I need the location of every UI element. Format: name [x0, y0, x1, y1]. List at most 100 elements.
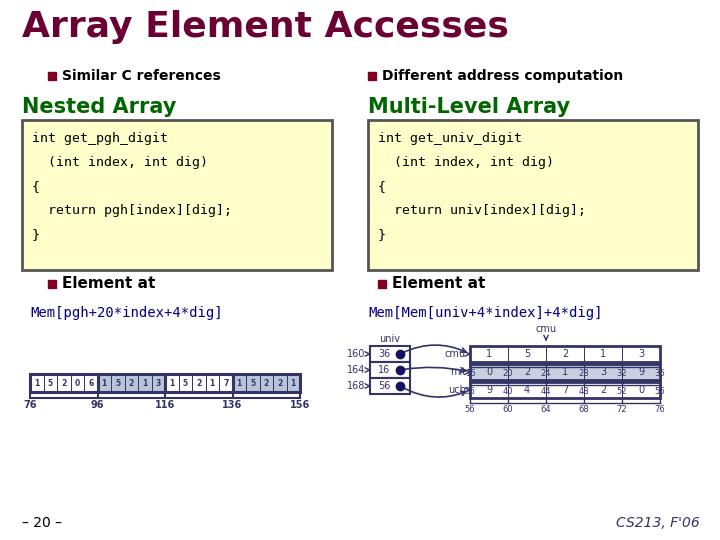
Text: 2: 2	[524, 367, 530, 377]
Text: 1: 1	[486, 349, 492, 359]
Text: 1: 1	[210, 379, 215, 388]
Bar	[233, 374, 246, 392]
Bar	[179, 374, 192, 392]
Text: int get_univ_digit: int get_univ_digit	[378, 132, 522, 145]
Text: 0: 0	[75, 379, 80, 388]
Bar	[622, 364, 660, 380]
Text: cmu: cmu	[445, 349, 466, 359]
Text: 9: 9	[638, 367, 644, 377]
Text: 160: 160	[346, 349, 365, 359]
Text: 16: 16	[464, 369, 475, 378]
Bar	[30, 374, 43, 392]
Text: CS213, F'06: CS213, F'06	[616, 516, 700, 530]
Text: Different address computation: Different address computation	[382, 69, 624, 83]
Bar	[138, 374, 151, 392]
Text: 36: 36	[378, 349, 390, 359]
Text: 96: 96	[91, 400, 104, 410]
Text: 1: 1	[34, 379, 40, 388]
Text: (int index, int dig): (int index, int dig)	[32, 156, 208, 169]
Text: 64: 64	[541, 405, 552, 414]
Text: 5: 5	[183, 379, 188, 388]
Text: 1: 1	[600, 349, 606, 359]
Text: 116: 116	[155, 400, 175, 410]
Text: 1: 1	[102, 379, 107, 388]
Bar	[205, 374, 219, 392]
Text: 0: 0	[486, 367, 492, 377]
Text: 2: 2	[600, 385, 606, 395]
Text: cmu: cmu	[536, 324, 557, 334]
Text: }: }	[378, 228, 386, 241]
Text: Mem[pgh+20*index+4*dig]: Mem[pgh+20*index+4*dig]	[30, 306, 222, 320]
Bar	[546, 382, 584, 398]
Text: }: }	[32, 228, 40, 241]
Bar	[97, 374, 111, 392]
Bar	[370, 378, 410, 394]
Text: 32: 32	[617, 369, 627, 378]
Text: 2: 2	[196, 379, 202, 388]
Text: ucb: ucb	[448, 385, 466, 395]
Text: return univ[index][dig];: return univ[index][dig];	[378, 204, 586, 217]
Bar	[470, 364, 660, 380]
Bar	[368, 120, 698, 270]
Text: 76: 76	[23, 400, 37, 410]
Text: 16: 16	[378, 365, 390, 375]
Bar	[470, 346, 660, 362]
Text: 76: 76	[654, 405, 665, 414]
Text: 2: 2	[129, 379, 134, 388]
Text: 36: 36	[464, 387, 475, 396]
Text: 2: 2	[277, 379, 282, 388]
Text: 1: 1	[169, 379, 174, 388]
Bar	[622, 382, 660, 398]
Text: 24: 24	[541, 369, 552, 378]
Bar	[584, 364, 622, 380]
Text: 48: 48	[579, 387, 589, 396]
Text: 7: 7	[223, 379, 228, 388]
Bar	[546, 346, 584, 362]
Bar	[43, 374, 57, 392]
Bar	[48, 280, 56, 288]
Bar	[508, 346, 546, 362]
Text: Nested Array: Nested Array	[22, 97, 176, 117]
Bar	[30, 374, 300, 392]
Text: 1: 1	[142, 379, 148, 388]
Text: 56: 56	[378, 381, 390, 391]
Text: 136: 136	[222, 400, 243, 410]
Text: 68: 68	[579, 405, 590, 414]
Text: 3: 3	[156, 379, 161, 388]
Text: 1: 1	[562, 367, 568, 377]
Bar	[508, 364, 546, 380]
Text: 28: 28	[579, 369, 589, 378]
Bar	[192, 374, 205, 392]
Text: 60: 60	[503, 405, 513, 414]
Text: {: {	[378, 180, 386, 193]
Text: int get_pgh_digit: int get_pgh_digit	[32, 132, 168, 145]
Bar	[470, 364, 508, 380]
Text: 3: 3	[638, 349, 644, 359]
Bar	[259, 374, 273, 392]
Text: 9: 9	[486, 385, 492, 395]
Text: 5: 5	[250, 379, 256, 388]
Bar	[219, 374, 233, 392]
Text: 2: 2	[264, 379, 269, 388]
Text: 7: 7	[562, 385, 568, 395]
Bar	[84, 374, 97, 392]
Text: 164: 164	[346, 365, 365, 375]
Bar	[508, 382, 546, 398]
Bar	[57, 374, 71, 392]
Text: 168: 168	[346, 381, 365, 391]
Bar	[151, 374, 165, 392]
Text: univ: univ	[379, 334, 400, 344]
Text: Multi-Level Array: Multi-Level Array	[368, 97, 570, 117]
Bar	[470, 346, 508, 362]
Text: {: {	[32, 180, 40, 193]
Text: 1: 1	[237, 379, 242, 388]
Bar	[22, 120, 332, 270]
Text: (int index, int dig): (int index, int dig)	[378, 156, 554, 169]
Bar	[287, 374, 300, 392]
Text: 56: 56	[654, 387, 665, 396]
Text: 3: 3	[600, 367, 606, 377]
Bar	[546, 364, 584, 380]
Text: 5: 5	[115, 379, 120, 388]
Text: 56: 56	[464, 405, 475, 414]
Text: 4: 4	[524, 385, 530, 395]
